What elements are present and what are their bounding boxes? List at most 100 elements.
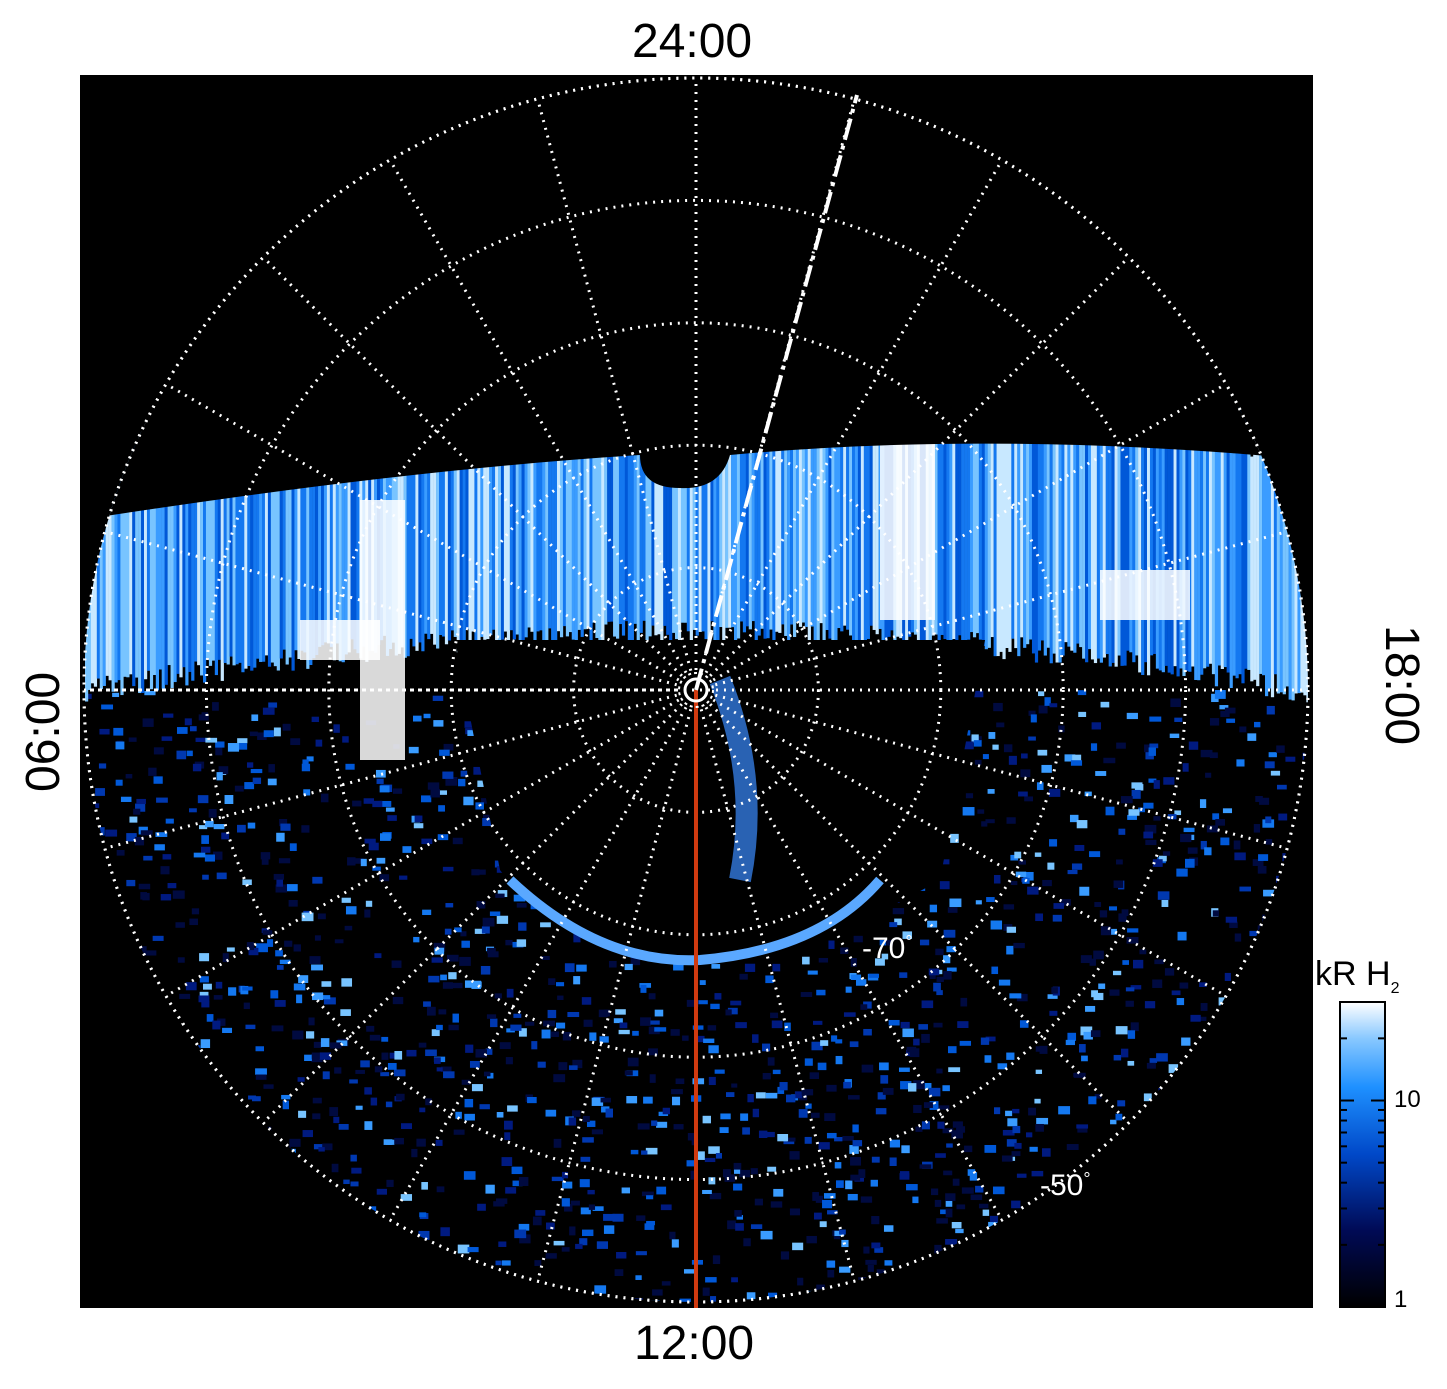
emission-band-column <box>300 366 304 651</box>
emission-speckle <box>1130 985 1142 990</box>
emission-speckle <box>901 1145 910 1154</box>
emission-speckle <box>412 715 422 722</box>
emission-speckle <box>1199 799 1207 808</box>
emission-speckle <box>921 1033 930 1043</box>
emission-speckle <box>646 1195 654 1200</box>
emission-band-column <box>436 357 440 649</box>
emission-band-column <box>105 430 109 676</box>
emission-speckle <box>643 1096 653 1104</box>
emission-speckle <box>279 818 288 827</box>
emission-band-column <box>601 378 605 644</box>
emission-speckle <box>962 741 974 750</box>
emission-band-column <box>356 405 360 654</box>
emission-band-column <box>1082 374 1086 659</box>
emission-speckle <box>1018 791 1028 797</box>
emission-speckle <box>387 815 397 821</box>
emission-band-column <box>1099 378 1103 663</box>
emission-speckle <box>710 1003 720 1010</box>
emission-speckle <box>744 963 756 972</box>
emission-speckle <box>943 1170 953 1176</box>
emission-band-column <box>1182 436 1186 677</box>
emission-speckle <box>465 1044 474 1053</box>
emission-speckle <box>376 778 384 784</box>
emission-speckle <box>734 1210 742 1217</box>
emission-speckle <box>1053 903 1065 909</box>
emission-speckle <box>548 978 556 986</box>
emission-band-column <box>1282 444 1286 695</box>
emission-band-column <box>1029 410 1033 640</box>
emission-speckle <box>431 1029 440 1037</box>
emission-speckle <box>599 1036 609 1043</box>
emission-speckle <box>380 1072 390 1077</box>
emission-speckle <box>440 1066 452 1073</box>
emission-speckle <box>1014 851 1022 859</box>
emission-band-column <box>1185 408 1189 672</box>
emission-band-column <box>680 356 685 623</box>
emission-band-column <box>775 382 779 632</box>
emission-band-column <box>1197 400 1201 681</box>
emission-speckle <box>370 1097 378 1106</box>
emission-speckle <box>1089 851 1101 858</box>
emission-layer <box>84 78 1308 1302</box>
emission-speckle <box>506 988 514 998</box>
emission-band-column <box>264 393 269 656</box>
emission-speckle <box>476 901 486 909</box>
emission-band-column <box>527 374 531 628</box>
emission-speckle <box>852 1124 859 1133</box>
emission-speckle <box>656 1186 667 1195</box>
emission-speckle <box>413 936 420 943</box>
emission-band-column <box>816 331 820 646</box>
emission-band-column <box>132 410 136 687</box>
emission-speckle <box>654 1009 664 1017</box>
local-time-spoke <box>704 159 1004 674</box>
emission-speckle <box>467 730 475 736</box>
emission-speckle <box>1108 928 1117 935</box>
emission-speckle <box>401 1123 413 1130</box>
emission-band-column <box>1253 430 1257 680</box>
emission-speckle <box>1025 1132 1033 1138</box>
emission-speckle <box>1177 931 1187 941</box>
emission-speckle <box>764 1131 775 1138</box>
emission-speckle <box>454 927 462 933</box>
emission-speckle <box>125 774 133 779</box>
emission-speckle <box>501 1260 511 1266</box>
emission-band-column <box>238 410 242 663</box>
emission-speckle <box>416 1138 426 1147</box>
emission-speckle <box>366 1025 375 1032</box>
emission-band-column <box>412 350 416 647</box>
emission-band-column <box>999 394 1003 652</box>
emission-speckle <box>1125 987 1135 992</box>
emission-speckle <box>271 1025 284 1032</box>
emission-speckle <box>281 1094 291 1100</box>
emission-band-column <box>707 348 711 644</box>
emission-band-column <box>152 415 157 676</box>
emission-speckle <box>835 1055 843 1065</box>
emission-speckle <box>875 1108 887 1115</box>
emission-speckle <box>237 743 248 750</box>
emission-speckle <box>192 763 202 772</box>
emission-speckle <box>984 1144 997 1153</box>
emission-speckle <box>1058 725 1065 733</box>
emission-speckle <box>1010 881 1018 886</box>
emission-speckle <box>1143 1093 1152 1102</box>
emission-speckle <box>977 809 985 814</box>
emission-speckle <box>313 1041 322 1048</box>
emission-speckle <box>1076 820 1088 829</box>
emission-speckle <box>176 750 187 760</box>
emission-speckle <box>1076 1124 1089 1129</box>
emission-speckle <box>708 1076 716 1086</box>
emission-band-column <box>713 334 717 645</box>
emission-speckle <box>978 1203 989 1209</box>
emission-speckle <box>624 1070 633 1076</box>
emission-speckle <box>1093 992 1104 1001</box>
emission-speckle <box>889 922 898 928</box>
emission-band-column <box>1214 402 1219 687</box>
emission-speckle <box>1103 757 1116 764</box>
emission-speckle <box>256 943 268 953</box>
emission-speckle <box>319 1052 332 1060</box>
emission-speckle <box>334 939 344 944</box>
emission-band-column <box>1288 436 1292 700</box>
emission-band-column <box>179 410 183 678</box>
